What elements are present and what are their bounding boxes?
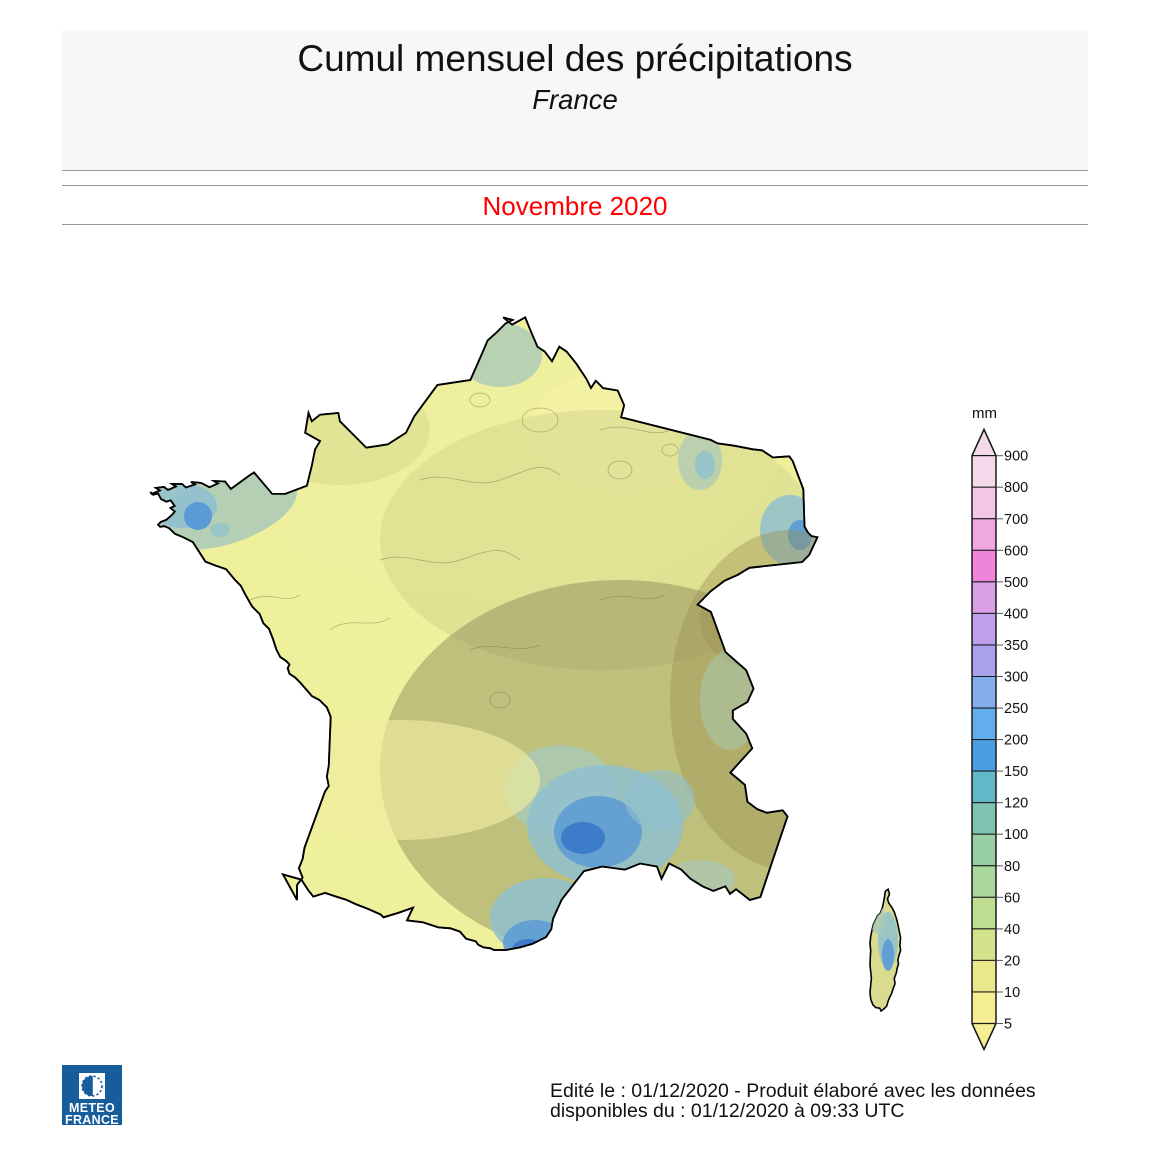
svg-text:700: 700 — [1004, 512, 1028, 528]
svg-text:350: 350 — [1004, 638, 1028, 654]
svg-text:5: 5 — [1004, 1017, 1012, 1033]
svg-text:500: 500 — [1004, 575, 1028, 591]
svg-text:60: 60 — [1004, 890, 1020, 906]
svg-text:120: 120 — [1004, 796, 1028, 812]
svg-text:20: 20 — [1004, 953, 1020, 969]
svg-text:600: 600 — [1004, 543, 1028, 559]
svg-text:250: 250 — [1004, 701, 1028, 717]
svg-text:150: 150 — [1004, 764, 1028, 780]
svg-text:40: 40 — [1004, 922, 1020, 938]
svg-text:mm: mm — [972, 405, 997, 422]
svg-text:400: 400 — [1004, 606, 1028, 622]
svg-text:200: 200 — [1004, 733, 1028, 749]
svg-text:300: 300 — [1004, 670, 1028, 686]
svg-text:800: 800 — [1004, 480, 1028, 496]
svg-text:100: 100 — [1004, 827, 1028, 843]
svg-text:80: 80 — [1004, 859, 1020, 875]
svg-text:10: 10 — [1004, 985, 1020, 1001]
svg-text:900: 900 — [1004, 449, 1028, 465]
